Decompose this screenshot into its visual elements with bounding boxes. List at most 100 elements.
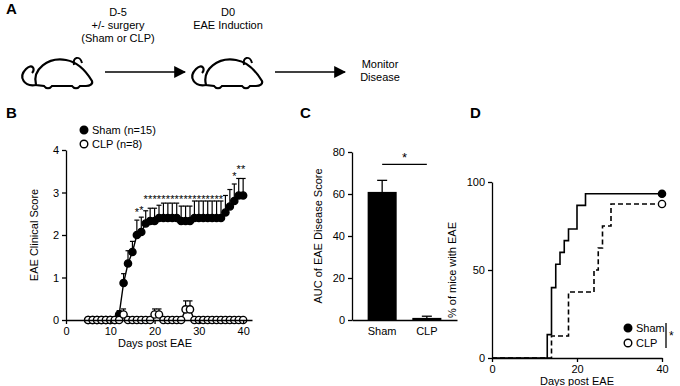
panel-label: A [6,0,17,17]
legend-label: CLP [636,337,657,349]
tick-label: 0 [479,352,485,364]
tick-mark [492,358,493,362]
y-axis: 01234 [53,144,67,326]
tick: Sham [368,320,397,337]
tick-mark [66,320,67,324]
tick-mark [62,235,66,236]
panel-label: D [470,104,481,121]
arrow [275,71,345,73]
marker [120,279,127,286]
marker [138,228,145,235]
error-bar [422,316,432,318]
marker [658,200,665,207]
mouse-tail [22,66,36,85]
tick: 40 [656,358,668,375]
tick: 80 [333,146,352,158]
error-cap [130,241,135,242]
legend-marker [80,140,88,148]
tick-mark [577,358,578,362]
legend-item: CLP (n=8) [80,138,142,150]
marker [186,306,193,313]
tick-label: CLP [416,325,437,337]
error-cap [183,300,188,301]
x-axis-title: Days post EAE [540,375,614,386]
tick-label: 1 [53,272,59,284]
y-axis-line [352,153,353,321]
panel-label: B [6,104,17,121]
error-cap [236,178,241,179]
step-text: Disease [360,71,400,83]
significance-bracket [665,323,666,348]
marker [129,248,136,255]
step-text: +/- surgery [92,19,145,31]
tick-label: 30 [193,325,205,337]
legend-marker [624,339,632,347]
plot-area [492,190,666,358]
tick-label: 40 [656,363,668,375]
error-cap [152,308,157,309]
step-day: D0 [221,6,235,18]
panel-label: C [300,104,311,121]
x-axis: 0 10 20 30 40 [63,320,252,337]
tick-label: 20 [149,325,161,337]
error-bar [377,180,387,192]
tick-mark [62,277,66,278]
mouse-icon [22,58,92,88]
tick-label: 0 [339,314,345,326]
y-axis-line [492,183,493,359]
tick: 40 [333,230,352,242]
tick: 2 [53,229,66,241]
tick-mark [154,320,155,324]
legend-label: Sham (n=15) [92,124,156,136]
tick: 0 [479,352,492,364]
tick: 0 [63,320,69,337]
significance: * [669,329,674,343]
tick-label: 0 [489,363,495,375]
tick: 20 [333,272,352,284]
y-axis-title: AUC of EAE Disease Score [312,168,324,303]
x-axis-title: Days post EAE [118,337,192,349]
error-cap [157,308,162,309]
tick: 20 [571,358,583,375]
x-axis-line [353,320,458,321]
tick: 10 [105,320,117,337]
legend-item: CLP [624,337,657,349]
series-line [492,204,662,358]
legend-item: Sham (n=15) [80,124,156,136]
tick-mark [62,320,66,321]
tick-mark [488,270,492,271]
tick-mark [348,152,352,153]
y-axis-title: EAE Clinical Score [28,189,40,281]
tick: 50 [473,264,492,276]
error-cap [134,220,139,221]
error-cap [223,195,228,196]
significance: * [402,150,407,165]
significance: * [241,163,246,175]
tick: 30 [193,320,205,337]
tick-label: 40 [238,325,250,337]
x-axis: Sham CLP [353,320,458,337]
y-axis-title: % of mice with EAE [446,222,458,318]
plot-area [368,180,442,320]
tick: 3 [53,187,66,199]
error-cap [232,183,237,184]
error-cap [179,206,184,207]
mouse-body [205,60,262,89]
tick: 0 [339,314,352,326]
significance: * [219,193,224,205]
error-cap [227,189,232,190]
tick: 4 [53,144,66,156]
mouse-icon [192,58,262,88]
tick-mark [62,192,66,193]
error-cap [241,178,246,179]
tick-label: 50 [473,264,485,276]
tick-label: 0 [63,325,69,337]
legend-marker [624,324,632,332]
tick-label: 3 [53,187,59,199]
figure: AD-5+/- surgery(Sham or CLP)D0EAE Induct… [0,0,680,386]
step-text: (Sham or CLP) [81,32,154,44]
tick-label: 4 [53,144,59,156]
error-cap [188,300,193,301]
error-cap [148,208,153,209]
error-cap [377,180,387,181]
